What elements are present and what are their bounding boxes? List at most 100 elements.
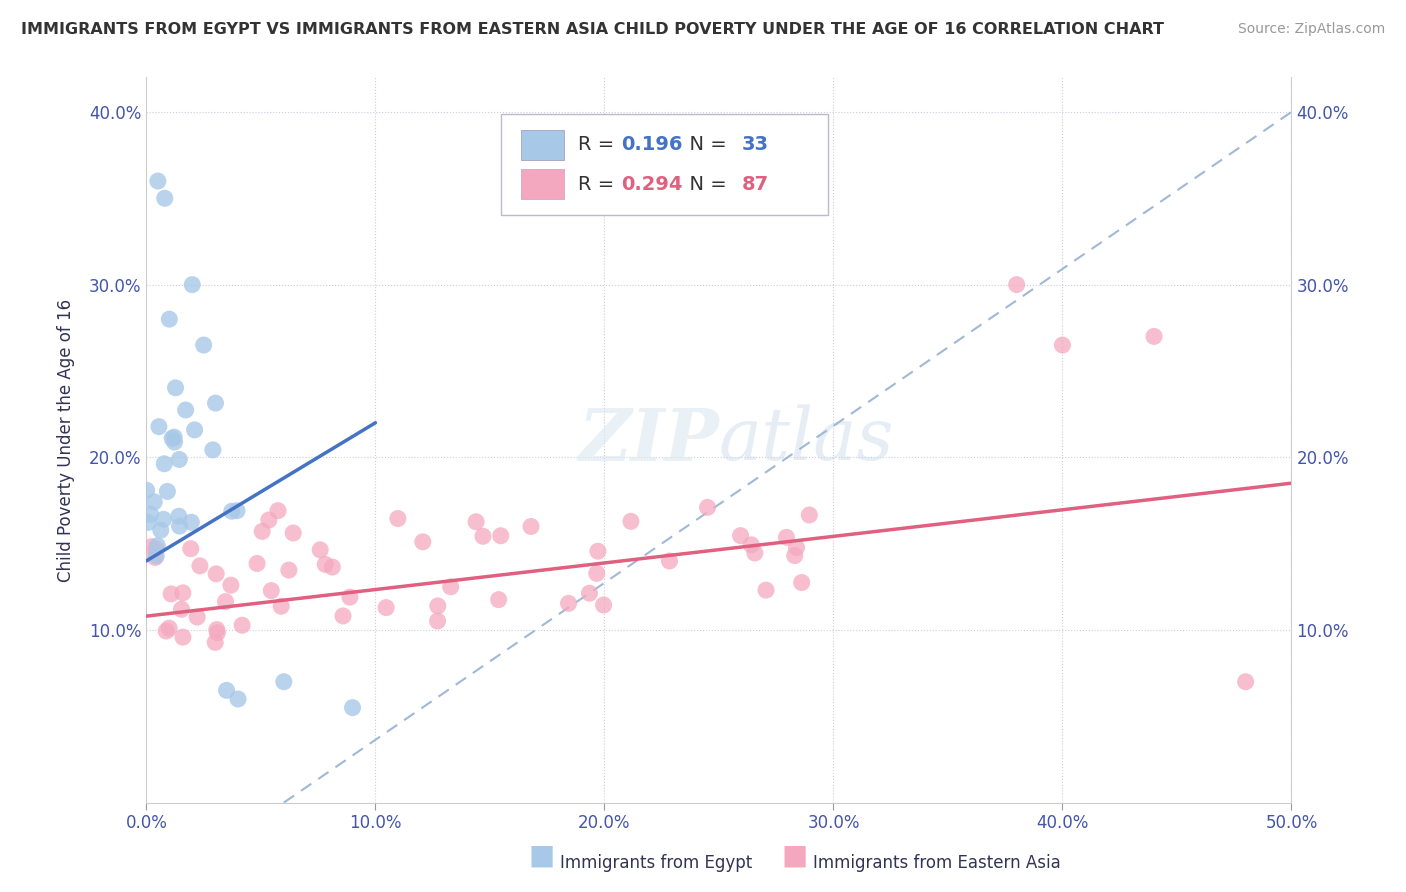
Point	[270, 599, 292, 614]
Point	[163, 435, 186, 450]
Text: Immigrants from Eastern Asia: Immigrants from Eastern Asia	[813, 855, 1060, 872]
Text: 0.294: 0.294	[621, 175, 683, 194]
Text: N =: N =	[676, 136, 733, 154]
Text: R =: R =	[578, 175, 620, 194]
Point	[153, 191, 176, 205]
Point	[786, 541, 808, 555]
Point	[585, 566, 607, 581]
Point	[776, 191, 799, 205]
Point	[740, 538, 762, 552]
Point	[1234, 674, 1257, 689]
Point	[221, 504, 243, 518]
Point	[169, 519, 191, 533]
Point	[180, 541, 202, 556]
Point	[193, 338, 215, 352]
Point	[135, 483, 157, 498]
Point	[387, 511, 409, 525]
Point	[1052, 338, 1074, 352]
Point	[149, 523, 172, 537]
Point	[214, 594, 236, 608]
Text: Immigrants from Egypt: Immigrants from Egypt	[560, 855, 752, 872]
Point	[339, 590, 361, 604]
Point	[143, 495, 166, 509]
Point	[755, 583, 778, 598]
Text: R =: R =	[578, 136, 620, 154]
Point	[332, 609, 354, 624]
Point	[488, 592, 510, 607]
Point	[465, 515, 488, 529]
FancyBboxPatch shape	[520, 129, 564, 160]
Point	[167, 509, 190, 524]
Point	[172, 630, 194, 644]
Point	[153, 457, 176, 471]
Point	[136, 516, 159, 530]
Point	[145, 541, 167, 556]
Point	[146, 539, 169, 553]
Point	[205, 623, 228, 637]
Point	[1143, 329, 1166, 343]
Point	[156, 484, 179, 499]
Point	[219, 578, 242, 592]
Point	[592, 598, 614, 612]
Point	[472, 529, 495, 543]
Point	[250, 524, 273, 539]
Point	[799, 508, 821, 522]
Point	[309, 542, 332, 557]
Point	[783, 549, 806, 563]
Point	[152, 512, 174, 526]
Point	[273, 674, 295, 689]
Point	[186, 610, 208, 624]
Text: IMMIGRANTS FROM EGYPT VS IMMIGRANTS FROM EASTERN ASIA CHILD POVERTY UNDER THE AG: IMMIGRANTS FROM EGYPT VS IMMIGRANTS FROM…	[21, 22, 1164, 37]
Point	[578, 586, 600, 600]
Point	[183, 423, 205, 437]
Point	[586, 544, 609, 558]
Point	[260, 583, 283, 598]
Point	[314, 558, 336, 572]
Point	[658, 554, 681, 568]
Point	[204, 396, 226, 410]
Text: atlas: atlas	[718, 405, 894, 475]
Text: 0.196: 0.196	[621, 136, 683, 154]
Point	[160, 587, 183, 601]
Point	[155, 624, 177, 638]
Point	[226, 504, 249, 518]
Y-axis label: Child Poverty Under the Age of 16: Child Poverty Under the Age of 16	[58, 299, 75, 582]
Point	[146, 174, 169, 188]
Point	[205, 566, 228, 581]
Point	[188, 558, 211, 573]
Point	[775, 530, 797, 544]
Point	[145, 549, 167, 563]
Point	[267, 503, 290, 517]
Point	[139, 540, 162, 554]
Point	[696, 500, 718, 515]
Point	[257, 513, 280, 527]
Point	[246, 557, 269, 571]
Point	[157, 621, 180, 635]
Point	[163, 430, 186, 444]
Point	[180, 515, 202, 529]
Point	[342, 700, 364, 714]
Point	[157, 312, 180, 326]
Text: N =: N =	[676, 175, 733, 194]
Point	[1005, 277, 1028, 292]
Point	[277, 563, 299, 577]
FancyBboxPatch shape	[520, 169, 564, 199]
Point	[321, 560, 343, 574]
Point	[489, 529, 512, 543]
Text: ZIP: ZIP	[578, 404, 718, 475]
Point	[440, 580, 463, 594]
Point	[204, 635, 226, 649]
FancyBboxPatch shape	[502, 113, 828, 215]
Point	[226, 692, 249, 706]
Point	[201, 442, 224, 457]
Point	[730, 528, 752, 542]
Point	[170, 602, 193, 616]
Point	[148, 419, 170, 434]
Point	[283, 526, 305, 541]
Point	[744, 546, 766, 560]
Point	[160, 432, 183, 446]
Point	[215, 683, 238, 698]
Point	[174, 403, 197, 417]
Point	[181, 277, 204, 292]
Point	[520, 519, 543, 533]
